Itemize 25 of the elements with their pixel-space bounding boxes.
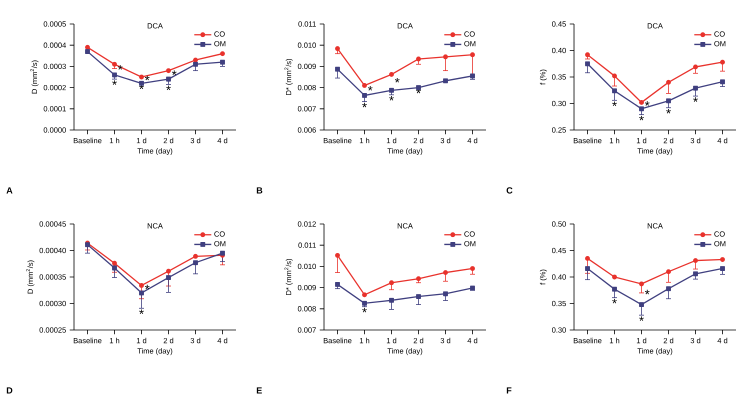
annotation: * xyxy=(139,309,144,314)
text: C xyxy=(506,187,512,194)
annotation: * xyxy=(693,97,698,102)
text: D xyxy=(6,387,12,394)
text: F xyxy=(506,387,512,394)
annotation: * xyxy=(172,70,177,75)
annotation: * xyxy=(612,102,617,106)
annotation: * xyxy=(639,316,644,321)
annotation: * xyxy=(389,96,394,101)
text: A xyxy=(6,187,12,194)
annotation: * xyxy=(394,78,400,83)
text: B xyxy=(256,187,262,194)
annotation: * xyxy=(612,298,617,304)
annotation: * xyxy=(144,284,150,290)
annotation: * xyxy=(644,101,650,106)
text: E xyxy=(256,387,262,394)
annotation: * xyxy=(362,308,367,312)
annotation: * xyxy=(166,86,171,90)
annotation: * xyxy=(368,86,373,91)
annotation: * xyxy=(144,76,150,80)
annotation: * xyxy=(666,108,671,114)
annotation: * xyxy=(112,80,117,85)
annotation: * xyxy=(644,290,650,294)
annotation: * xyxy=(639,116,644,120)
annotation: * xyxy=(362,102,367,108)
